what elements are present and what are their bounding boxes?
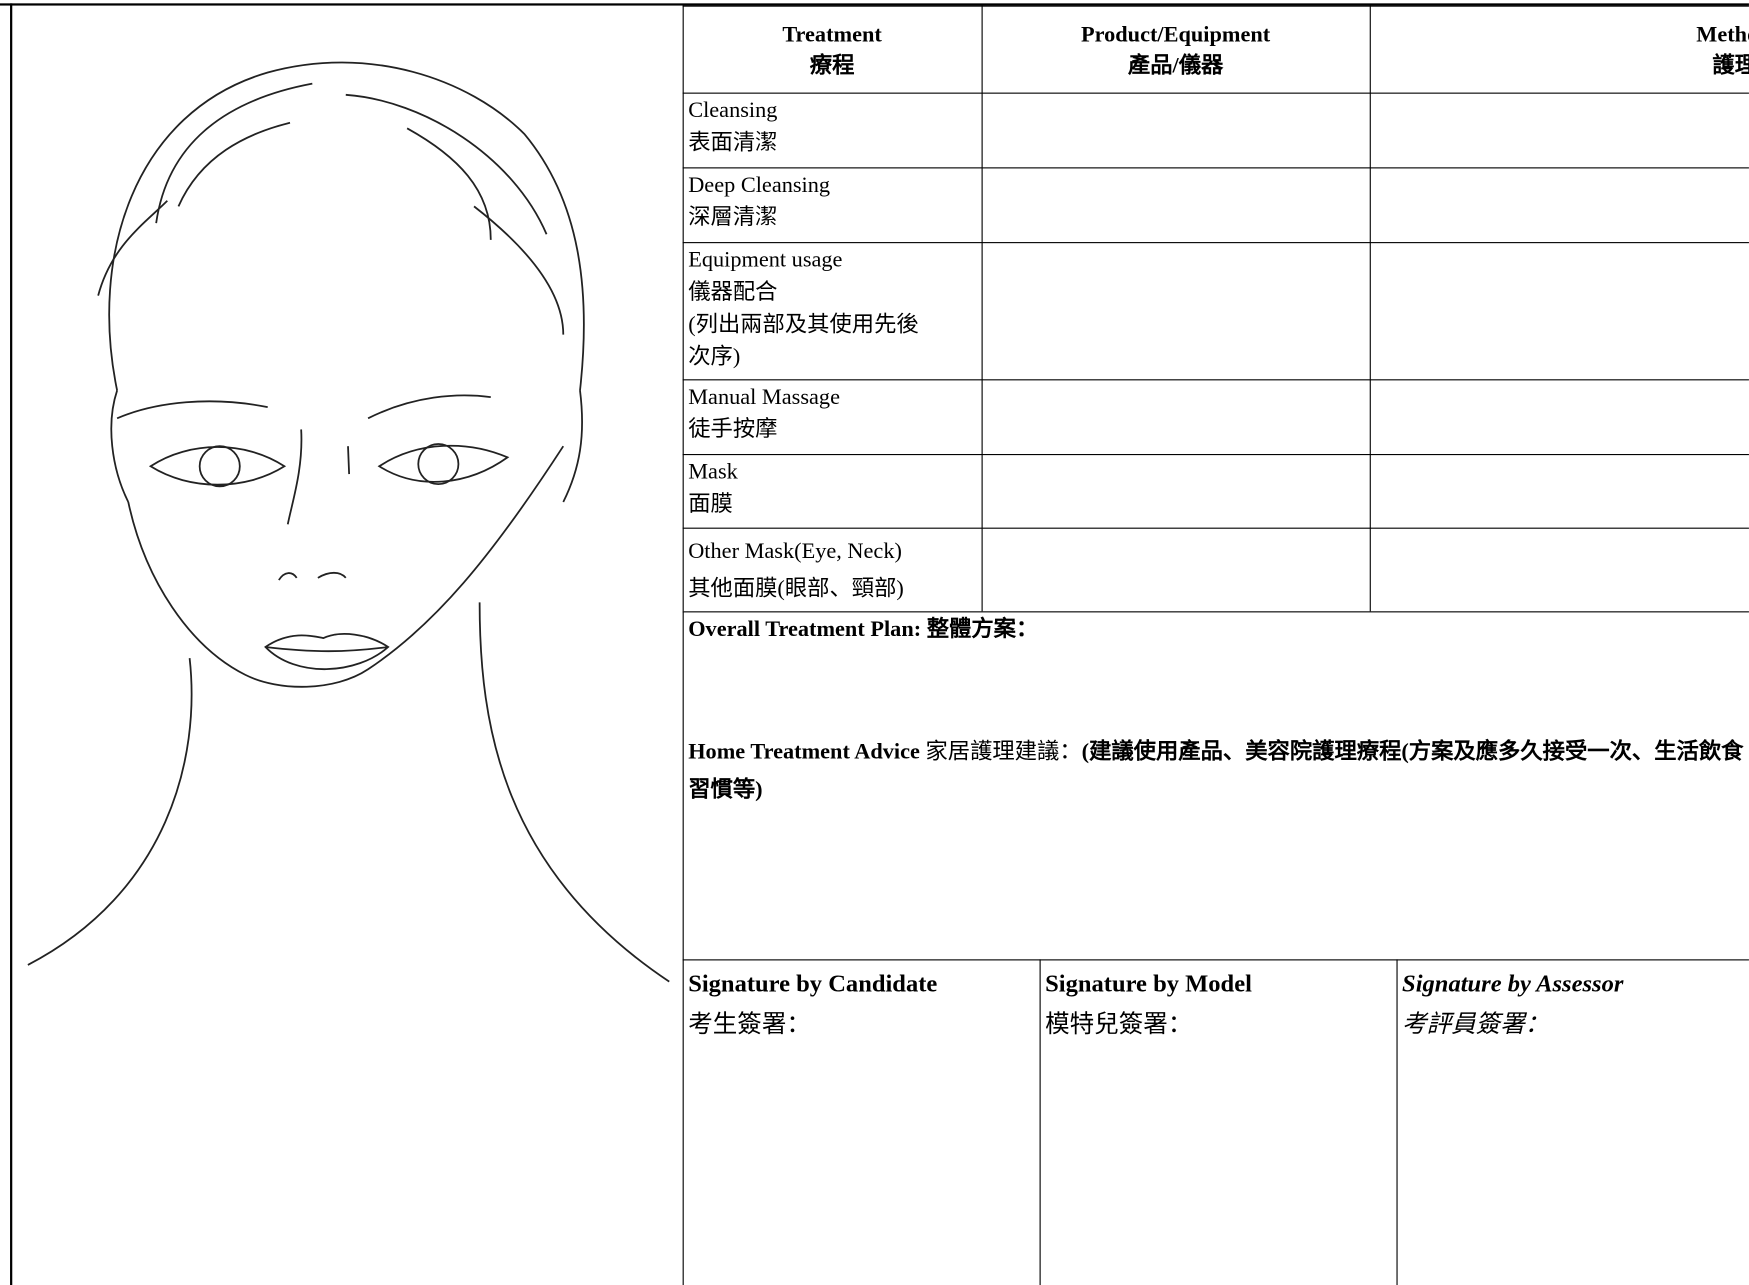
- label-line: Cleansing: [688, 98, 778, 123]
- label-line: 其他面膜(眼部、頸部): [688, 576, 904, 602]
- rule: [682, 167, 1749, 169]
- label-line: 徒手按摩: [688, 417, 778, 442]
- home-label: Home Treatment Advice: [688, 739, 920, 765]
- rule: [682, 611, 1749, 613]
- row-label: Other Mask(Eye, Neck) 其他面膜(眼部、頸部): [683, 528, 982, 612]
- label-line: 面膜: [688, 491, 733, 517]
- signature-en: Signature by Candidate: [688, 969, 938, 998]
- label-line: 表面清潔: [688, 130, 778, 156]
- overall-zh: 整體方案：: [926, 616, 1039, 642]
- left-border: [10, 3, 13, 1285]
- label-line: Mask: [688, 459, 738, 485]
- label-line: 次序): [688, 344, 741, 370]
- signature-cell: Signature by Assessor 考評員簽署：: [1396, 959, 1748, 1285]
- header-cell: Method/Objective 護理方法/目的: [1370, 6, 1749, 93]
- top-border: [0, 3, 1749, 6]
- signature-zh: 考評員簽署：: [1402, 1009, 1550, 1038]
- row-label: Cleansing 表面清潔: [683, 93, 982, 168]
- signature-en: Signature by Model: [1045, 969, 1252, 998]
- signature-cell: Signature by Candidate 考生簽署：: [683, 959, 1040, 1285]
- rule: [682, 379, 1749, 381]
- signature-zh: 模特兒簽署：: [1045, 1009, 1193, 1038]
- signature-cell: Signature by Model 模特兒簽署：: [1040, 959, 1397, 1285]
- row-label: Equipment usage 儀器配合 (列出兩部及其使用先後 次序): [683, 242, 982, 379]
- home-detail: (建議使用產品、美容院護理療程(方案及應多久接受一次、生活飲食習慣等): [688, 739, 1744, 803]
- header-en: Treatment: [782, 22, 882, 47]
- header-cell: Treatment 療程: [683, 6, 982, 93]
- header-cell: Product/Equipment 產品/儀器: [982, 6, 1370, 93]
- label-line: 儀器配合: [688, 279, 778, 305]
- label-line: Manual Massage: [688, 384, 840, 410]
- label-line: Other Mask(Eye, Neck): [688, 538, 902, 564]
- header-en: Product/Equipment: [1080, 22, 1271, 47]
- label-line: Equipment usage: [688, 247, 843, 273]
- home-zh: 家居護理建議：: [925, 739, 1082, 765]
- header-zh: 產品/儀器: [1127, 53, 1224, 79]
- rule: [682, 959, 1749, 961]
- rule: [682, 242, 1749, 244]
- rule: [1369, 5, 1371, 612]
- rule: [682, 454, 1749, 456]
- label-line: Deep Cleansing: [688, 172, 831, 198]
- rule: [981, 5, 983, 612]
- signature-en: Signature by Assessor: [1402, 969, 1624, 998]
- row-label: Deep Cleansing 深層清潔: [683, 167, 982, 242]
- label-line: (列出兩部及其使用先後: [688, 312, 919, 337]
- rule: [682, 527, 1749, 529]
- header-en: Method/Objective: [1696, 22, 1749, 47]
- row-label: Mask 面膜: [683, 454, 982, 528]
- overall-label: Overall Treatment Plan:: [688, 616, 922, 642]
- rule: [1039, 959, 1041, 1285]
- face-diagram: [27, 61, 670, 983]
- label-line: 深層清潔: [688, 205, 778, 230]
- header-zh: 護理方法/目的: [1712, 53, 1749, 79]
- overall-plan: Overall Treatment Plan: 整體方案：: [683, 611, 1743, 730]
- rule: [682, 92, 1749, 94]
- rule: [1396, 959, 1398, 1285]
- row-label: Manual Massage 徒手按摩: [683, 379, 982, 454]
- home-advice: Home Treatment Advice 家居護理建議：(建議使用產品、美容院…: [683, 731, 1749, 960]
- header-zh: 療程: [809, 53, 855, 79]
- rule: [682, 5, 1749, 7]
- rule: [682, 611, 684, 1285]
- rule: [682, 5, 684, 612]
- signature-zh: 考生簽署：: [688, 1009, 811, 1038]
